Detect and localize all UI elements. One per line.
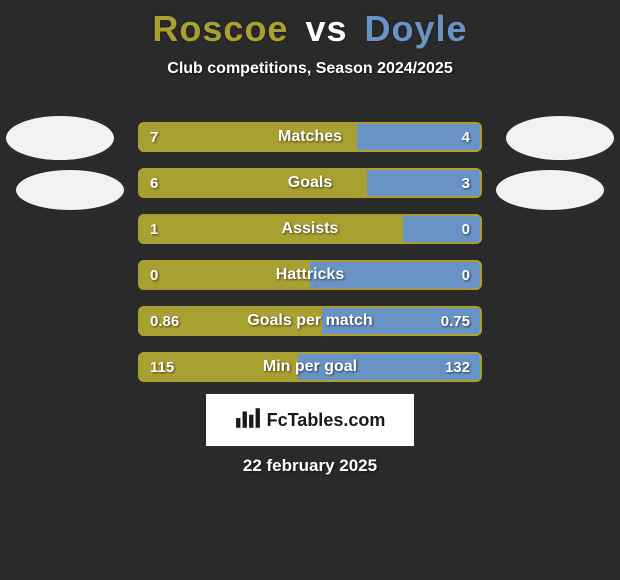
title-player1: Roscoe [152, 8, 288, 49]
stat-bar-right [310, 260, 482, 290]
stat-bar-right [367, 168, 482, 198]
stat-bar-left [138, 168, 367, 198]
comparison-infographic: Roscoe vs Doyle Club competitions, Seaso… [0, 0, 620, 580]
source-badge: FcTables.com [206, 394, 414, 446]
page-title: Roscoe vs Doyle [0, 0, 620, 50]
stat-row: Goals63 [138, 168, 482, 198]
stat-row: Min per goal115132 [138, 352, 482, 382]
stat-bar-left [138, 352, 298, 382]
stat-row: Hattricks00 [138, 260, 482, 290]
stat-row: Assists10 [138, 214, 482, 244]
stat-bar-left [138, 306, 322, 336]
chart-icon [235, 407, 261, 434]
player1-club-placeholder [16, 170, 124, 210]
stat-bar-left [138, 214, 403, 244]
subtitle: Club competitions, Season 2024/2025 [0, 60, 620, 78]
stat-bars: Matches74 Goals63 Assists10 Hattricks00 Goal… [138, 122, 482, 398]
player2-avatar-placeholder [506, 116, 614, 160]
stat-bar-left [138, 260, 310, 290]
stat-bar-left [138, 122, 357, 152]
stat-bar-right [322, 306, 482, 336]
stat-bar-right [403, 214, 482, 244]
source-badge-text: FcTables.com [267, 410, 386, 431]
stat-bar-right [298, 352, 482, 382]
date-label: 22 february 2025 [0, 456, 620, 476]
player1-avatar-placeholder [6, 116, 114, 160]
player2-club-placeholder [496, 170, 604, 210]
title-vs: vs [305, 8, 347, 49]
stat-row: Goals per match0.860.75 [138, 306, 482, 336]
stat-bar-right [357, 122, 482, 152]
stat-row: Matches74 [138, 122, 482, 152]
title-player2: Doyle [365, 8, 468, 49]
